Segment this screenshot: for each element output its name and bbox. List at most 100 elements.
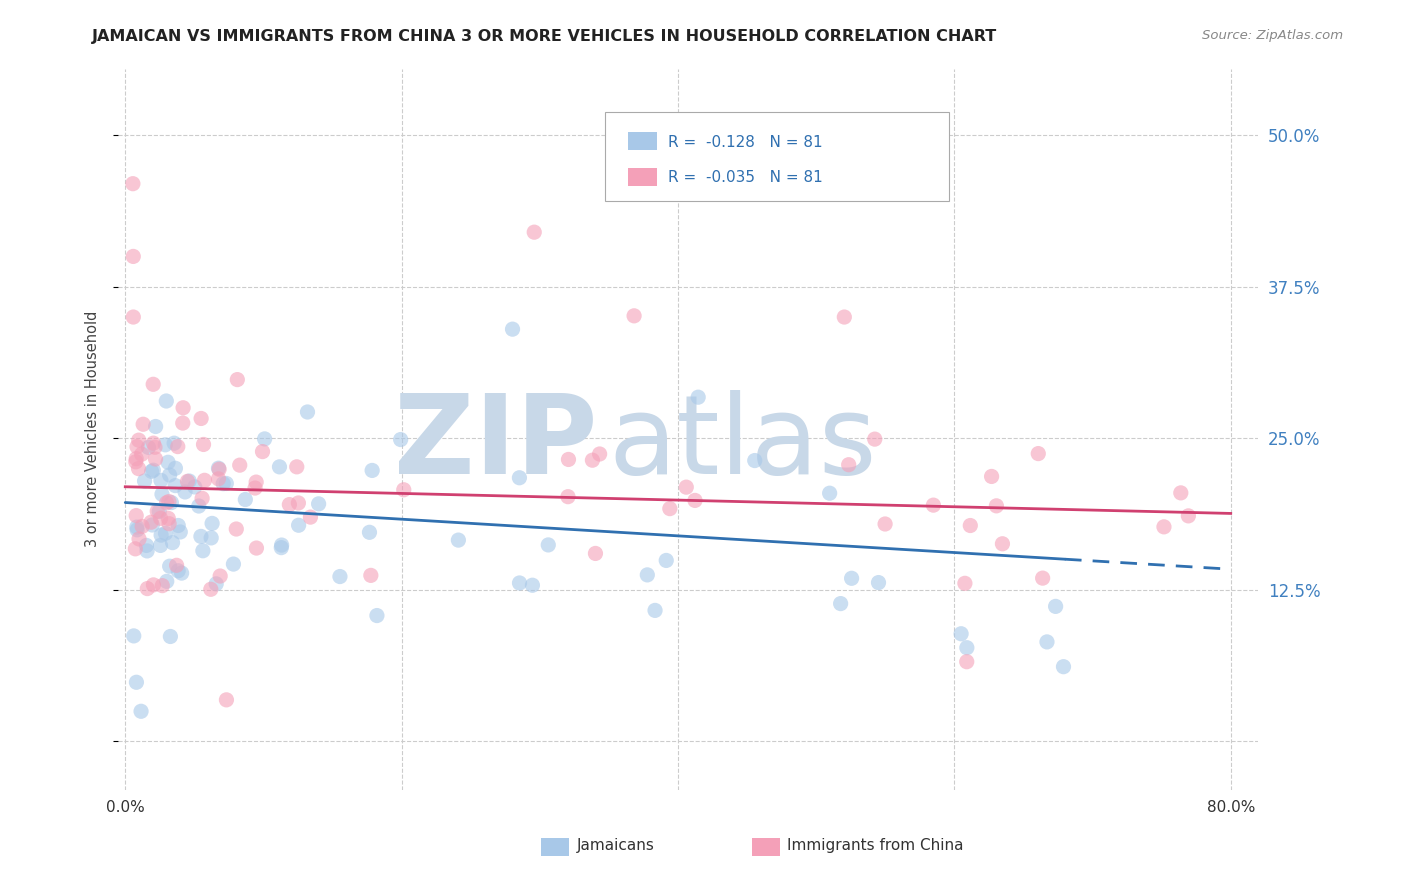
Point — [205, 577, 228, 591]
Point — [155, 496, 177, 510]
Point — [125, 520, 148, 534]
Point — [193, 437, 215, 451]
Point — [187, 499, 209, 513]
Point — [655, 553, 678, 567]
Point — [688, 390, 710, 404]
Point — [245, 541, 267, 555]
Point — [868, 575, 890, 590]
Point — [142, 463, 165, 477]
Point — [149, 538, 172, 552]
Point — [953, 576, 976, 591]
Point — [146, 504, 169, 518]
Point — [150, 579, 173, 593]
Point — [1036, 635, 1059, 649]
Point — [447, 533, 470, 547]
Point — [145, 452, 167, 467]
Point — [122, 249, 145, 263]
Text: R =  -0.035   N = 81: R = -0.035 N = 81 — [668, 170, 823, 186]
Point — [243, 481, 266, 495]
Point — [208, 462, 231, 476]
Point — [172, 401, 194, 415]
Point — [145, 419, 167, 434]
Point — [125, 675, 148, 690]
Point — [252, 444, 274, 458]
Point — [863, 432, 886, 446]
Point — [159, 559, 181, 574]
Point — [129, 704, 152, 718]
Point — [392, 483, 415, 497]
Text: Source: ZipAtlas.com: Source: ZipAtlas.com — [1202, 29, 1343, 42]
Point — [683, 493, 706, 508]
Point — [675, 480, 697, 494]
Point — [142, 578, 165, 592]
Point — [156, 574, 179, 589]
Point — [165, 478, 187, 492]
Point — [744, 453, 766, 467]
Point — [1032, 571, 1054, 585]
Point — [841, 571, 863, 585]
Point — [124, 541, 146, 556]
Point — [179, 474, 201, 488]
Point — [1045, 599, 1067, 614]
Point — [160, 495, 183, 509]
Y-axis label: 3 or more Vehicles in Household: 3 or more Vehicles in Household — [86, 311, 100, 548]
Point — [522, 578, 544, 592]
Point — [207, 472, 229, 486]
Point — [125, 508, 148, 523]
Point — [157, 511, 180, 525]
Point — [135, 538, 157, 552]
Point — [588, 447, 610, 461]
Point — [623, 309, 645, 323]
Point — [1153, 520, 1175, 534]
Point — [287, 518, 309, 533]
Point — [132, 417, 155, 432]
Point — [636, 567, 658, 582]
Point — [155, 526, 177, 541]
Point — [209, 569, 232, 583]
Point — [131, 519, 153, 533]
Point — [581, 453, 603, 467]
Point — [127, 523, 149, 537]
Point — [1026, 447, 1049, 461]
Point — [122, 629, 145, 643]
Point — [270, 538, 292, 552]
Point — [557, 490, 579, 504]
Point — [285, 459, 308, 474]
Point — [141, 464, 163, 478]
Point — [215, 693, 238, 707]
Point — [166, 440, 188, 454]
Point — [229, 458, 252, 472]
Text: atlas: atlas — [609, 390, 877, 497]
Point — [986, 499, 1008, 513]
Point — [128, 461, 150, 475]
Point — [143, 440, 166, 454]
Point — [834, 310, 856, 324]
Point — [215, 476, 238, 491]
Point — [128, 532, 150, 546]
Point — [818, 486, 841, 500]
Point — [136, 582, 159, 596]
Point — [225, 522, 247, 536]
Point — [131, 447, 153, 461]
Point — [245, 475, 267, 489]
Point — [585, 546, 607, 560]
Text: Jamaicans: Jamaicans — [576, 838, 654, 854]
Point — [226, 373, 249, 387]
Point — [157, 516, 180, 531]
Point — [201, 516, 224, 531]
Point — [157, 455, 180, 469]
Point — [165, 461, 187, 475]
Text: Immigrants from China: Immigrants from China — [787, 838, 965, 854]
Point — [950, 626, 973, 640]
Point — [155, 438, 177, 452]
Point — [278, 498, 301, 512]
Text: ZIP: ZIP — [394, 390, 598, 497]
Point — [148, 504, 170, 518]
Point — [200, 531, 222, 545]
Point — [190, 411, 212, 425]
Point — [297, 405, 319, 419]
Point — [329, 569, 352, 583]
Point — [139, 515, 162, 529]
Point — [875, 516, 897, 531]
Point — [169, 524, 191, 539]
